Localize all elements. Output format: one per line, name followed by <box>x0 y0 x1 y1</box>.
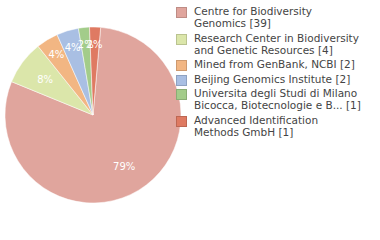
legend-swatch <box>176 60 187 71</box>
chart: 79%8%4%4%2%2% Centre for Biodiversity Ge… <box>0 0 380 240</box>
legend-label: Beijing Genomics Institute [2] <box>194 73 350 85</box>
slice <box>5 27 181 203</box>
data-label: 4% <box>48 49 64 60</box>
legend-label: Mined from GenBank, NCBI [2] <box>194 58 355 70</box>
legend-swatch <box>176 34 187 45</box>
data-labels: 79%8%4%4%2%2% <box>37 39 135 171</box>
legend-entry: Beijing Genomics Institute [2] <box>176 73 366 85</box>
legend-entry: Research Center in Biodiversity and Gene… <box>176 32 366 56</box>
data-label: 8% <box>37 74 53 85</box>
legend-entry: Centre for Biodiversity Genomics [39] <box>176 5 366 29</box>
legend-entry: Advanced Identification Methods GmbH [1] <box>176 114 366 138</box>
legend-label: Research Center in Biodiversity and Gene… <box>194 32 359 56</box>
legend-label: Centre for Biodiversity Genomics [39] <box>194 5 312 29</box>
legend-swatch <box>176 89 187 100</box>
legend-swatch <box>176 116 187 127</box>
data-label: 79% <box>113 161 135 172</box>
legend: Centre for Biodiversity Genomics [39] Res… <box>176 5 366 140</box>
legend-swatch <box>176 75 187 86</box>
legend-label: Universita degli Studi di Milano Bicocca… <box>194 87 361 111</box>
legend-entry: Mined from GenBank, NCBI [2] <box>176 58 366 70</box>
data-label: 2% <box>87 39 103 50</box>
legend-entry: Universita degli Studi di Milano Bicocca… <box>176 87 366 111</box>
legend-swatch <box>176 7 187 18</box>
legend-label: Advanced Identification Methods GmbH [1] <box>194 114 318 138</box>
slices <box>5 27 181 203</box>
